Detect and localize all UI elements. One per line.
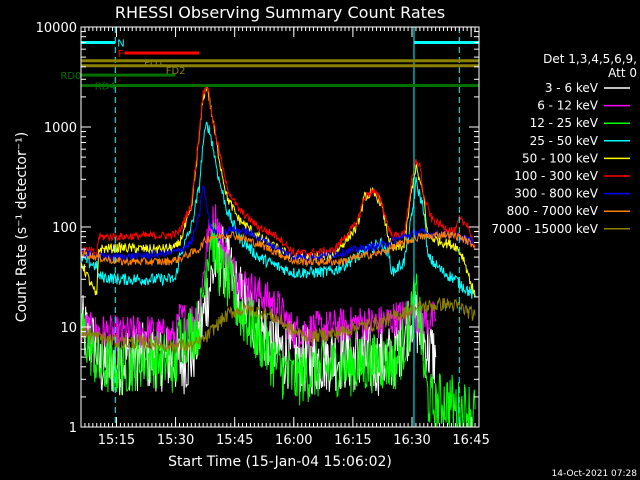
chart-title: RHESSI Observing Summary Count Rates (115, 3, 445, 22)
footer-date: 14-Oct-2021 07:28 (552, 469, 638, 479)
legend-label: 800 - 7000 keV (507, 204, 599, 218)
y-tick-label: 10000 (36, 21, 77, 36)
x-tick-label: 15:15 (98, 433, 135, 448)
y-axis-label: Count Rate (s⁻¹ detector⁻¹) (14, 132, 30, 322)
y-tick-label: 100 (52, 221, 77, 236)
legend-label: 12 - 25 keV (530, 116, 599, 130)
series-line-4 (80, 121, 476, 299)
axis-layer: 1 10 100 1000 10000 15:15 15:30 15:45 16:00 16:15… (36, 21, 490, 448)
series-line-6 (80, 84, 476, 259)
legend-label: 6 - 12 keV (537, 99, 599, 113)
x-tick-label: 16:45 (452, 433, 489, 448)
annotation-label: FD2 (166, 66, 186, 77)
x-tick-label: 16:15 (334, 433, 371, 448)
legend-header: Det 1,3,4,5,6,9, (543, 52, 637, 66)
legend-label: 25 - 50 keV (530, 134, 599, 148)
legend-header: Att 0 (608, 66, 637, 80)
annotation-label: FD1 (144, 59, 164, 70)
annotation-label: F (118, 49, 124, 60)
x-tick-label: 15:30 (157, 433, 194, 448)
x-tick-label: 16:30 (393, 433, 430, 448)
series-line-7 (80, 185, 476, 262)
y-tick-label: 1 (69, 421, 77, 436)
legend-label: 100 - 300 keV (514, 169, 598, 183)
x-tick-label: 16:00 (275, 433, 312, 448)
y-tick-label: 10 (60, 321, 77, 336)
legend-label: 3 - 6 keV (545, 81, 599, 95)
annotation-label: N (117, 38, 124, 49)
annotation-label: RD4 (95, 82, 116, 93)
series-layer (80, 84, 476, 428)
series-line-8 (80, 230, 476, 268)
x-axis-label: Start Time (15-Jan-04 15:06:02) (168, 454, 392, 470)
legend: Det 1,3,4,5,6,9,Att 0 3 - 6 keV 6 - 12 keV… (491, 52, 637, 236)
annotation-label: RD0 (60, 71, 81, 82)
x-tick-label: 15:45 (216, 433, 253, 448)
y-tick-label: 1000 (44, 121, 77, 136)
legend-label: 300 - 800 keV (514, 187, 598, 201)
series-line-9 (80, 296, 476, 354)
legend-label: 50 - 100 keV (522, 151, 599, 165)
legend-label: 7000 - 15000 keV (491, 222, 598, 236)
